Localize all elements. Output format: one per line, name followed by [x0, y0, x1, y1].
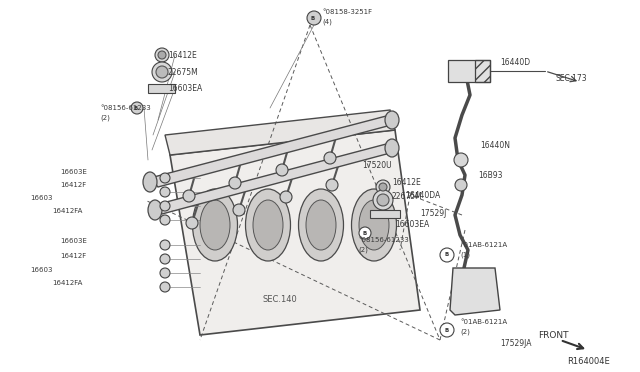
Text: 16603: 16603: [30, 195, 52, 201]
Text: 17520U: 17520U: [362, 160, 392, 170]
Ellipse shape: [351, 189, 397, 261]
Circle shape: [373, 190, 393, 210]
Text: °08156-61233: °08156-61233: [100, 105, 151, 111]
Text: °01AB-6121A: °01AB-6121A: [460, 242, 507, 248]
Text: 16603E: 16603E: [60, 169, 87, 175]
Ellipse shape: [385, 111, 399, 129]
Text: 22675M: 22675M: [168, 67, 199, 77]
Text: R164004E: R164004E: [567, 357, 610, 366]
Polygon shape: [148, 84, 175, 93]
Ellipse shape: [385, 139, 399, 157]
Polygon shape: [150, 115, 395, 187]
Text: 17529J: 17529J: [420, 208, 446, 218]
Circle shape: [280, 191, 292, 203]
Circle shape: [454, 153, 468, 167]
Circle shape: [229, 177, 241, 189]
Circle shape: [233, 204, 245, 216]
Text: B: B: [134, 106, 138, 110]
Circle shape: [379, 183, 387, 191]
Circle shape: [440, 248, 454, 262]
Text: °08158-3251F: °08158-3251F: [322, 9, 372, 15]
Ellipse shape: [253, 200, 283, 250]
Text: 16412F: 16412F: [60, 253, 86, 259]
Circle shape: [326, 179, 338, 191]
Polygon shape: [165, 110, 395, 155]
Circle shape: [377, 194, 389, 206]
Ellipse shape: [298, 189, 344, 261]
Text: 16412FA: 16412FA: [52, 208, 83, 214]
Text: 16B93: 16B93: [478, 170, 502, 180]
Circle shape: [307, 11, 321, 25]
Circle shape: [160, 254, 170, 264]
Text: (4): (4): [322, 19, 332, 25]
Circle shape: [158, 51, 166, 59]
Circle shape: [376, 180, 390, 194]
Text: FRONT: FRONT: [538, 330, 568, 340]
Circle shape: [160, 173, 170, 183]
Text: 16412E: 16412E: [168, 51, 196, 60]
Text: 16412E: 16412E: [392, 177, 420, 186]
Text: 16412F: 16412F: [60, 182, 86, 188]
Text: B: B: [363, 231, 367, 235]
Text: (1): (1): [460, 252, 470, 258]
Text: 16603E: 16603E: [60, 238, 87, 244]
Text: (2): (2): [460, 329, 470, 335]
Circle shape: [440, 323, 454, 337]
Ellipse shape: [359, 200, 389, 250]
Ellipse shape: [200, 200, 230, 250]
Circle shape: [160, 268, 170, 278]
Ellipse shape: [246, 189, 291, 261]
Circle shape: [156, 66, 168, 78]
Circle shape: [276, 164, 288, 176]
Circle shape: [186, 217, 198, 229]
Circle shape: [160, 282, 170, 292]
Circle shape: [160, 201, 170, 211]
Ellipse shape: [193, 189, 237, 261]
Polygon shape: [155, 143, 394, 214]
Text: 22675M: 22675M: [392, 192, 423, 201]
Text: 16440D: 16440D: [500, 58, 530, 67]
Text: B: B: [311, 16, 315, 20]
Circle shape: [160, 187, 170, 197]
Text: SEC.173: SEC.173: [555, 74, 587, 83]
Text: B: B: [445, 327, 449, 333]
Text: 16603EA: 16603EA: [395, 219, 429, 228]
Ellipse shape: [143, 172, 157, 192]
Polygon shape: [448, 60, 490, 82]
Polygon shape: [370, 210, 400, 218]
Text: (2): (2): [358, 247, 368, 253]
Text: 17529JA: 17529JA: [500, 340, 531, 349]
Text: 16440N: 16440N: [480, 141, 510, 150]
Text: 16603EA: 16603EA: [168, 83, 202, 93]
Text: SEC.140: SEC.140: [262, 295, 298, 305]
Text: 16603: 16603: [30, 267, 52, 273]
Circle shape: [324, 152, 336, 164]
Text: °08156-61233: °08156-61233: [358, 237, 409, 243]
Text: B: B: [445, 253, 449, 257]
Text: (2): (2): [100, 115, 110, 121]
Text: 16412FA: 16412FA: [52, 280, 83, 286]
Circle shape: [455, 179, 467, 191]
Polygon shape: [450, 268, 500, 315]
Polygon shape: [170, 130, 420, 335]
Circle shape: [131, 102, 143, 114]
Text: 16440DA: 16440DA: [405, 190, 440, 199]
Text: °01AB-6121A: °01AB-6121A: [460, 319, 507, 325]
Circle shape: [160, 240, 170, 250]
Circle shape: [152, 62, 172, 82]
Circle shape: [183, 190, 195, 202]
Ellipse shape: [148, 200, 162, 220]
Circle shape: [160, 215, 170, 225]
Ellipse shape: [306, 200, 336, 250]
Circle shape: [359, 227, 371, 239]
Circle shape: [155, 48, 169, 62]
